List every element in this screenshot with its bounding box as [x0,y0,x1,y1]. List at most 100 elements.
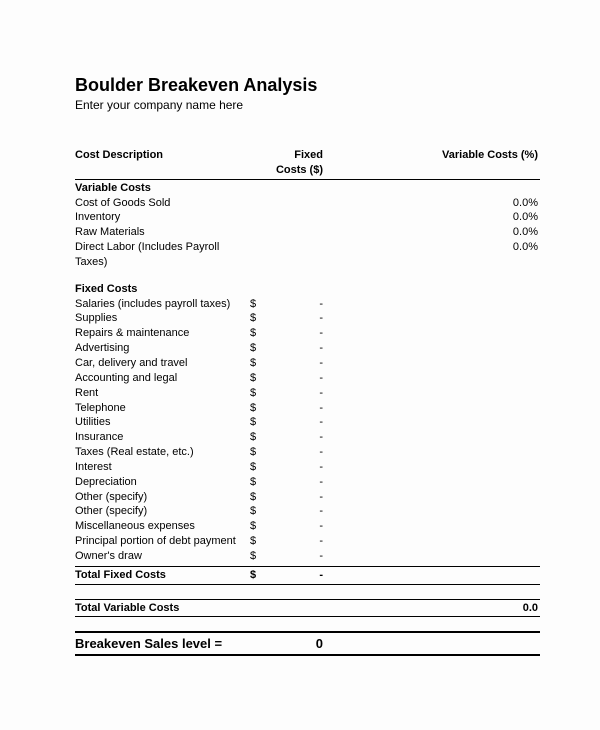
fixed-item-label: Repairs & maintenance [75,326,250,341]
fixed-cost-row: Principal portion of debt payment$- [75,534,540,549]
fixed-item-symbol: $ [250,356,268,371]
total-fixed-label: Total Fixed Costs [75,568,250,583]
fixed-cost-row: Insurance$- [75,430,540,445]
fixed-item-value: - [268,401,323,416]
fixed-cost-row: Miscellaneous expenses$- [75,519,540,534]
fixed-cost-row: Repairs & maintenance$- [75,326,540,341]
variable-item-pct: 0.0% [323,196,540,211]
variable-item-label: Direct Labor (Includes Payroll Taxes) [75,240,250,270]
fixed-item-value: - [268,415,323,430]
fixed-item-value: - [268,445,323,460]
fixed-costs-section-label: Fixed Costs [75,282,540,297]
header-description: Cost Description [75,148,250,163]
fixed-item-symbol: $ [250,460,268,475]
fixed-cost-row: Other (specify)$- [75,490,540,505]
fixed-cost-row: Utilities$- [75,415,540,430]
fixed-item-label: Other (specify) [75,504,250,519]
variable-item-pct: 0.0% [323,210,540,225]
fixed-item-value: - [268,356,323,371]
fixed-item-symbol: $ [250,519,268,534]
fixed-item-symbol: $ [250,475,268,490]
fixed-item-value: - [268,490,323,505]
fixed-item-symbol: $ [250,504,268,519]
fixed-item-symbol: $ [250,371,268,386]
variable-cost-row: Cost of Goods Sold 0.0% [75,196,540,211]
variable-cost-row: Inventory 0.0% [75,210,540,225]
variable-item-label: Inventory [75,210,250,225]
fixed-item-label: Telephone [75,401,250,416]
fixed-item-symbol: $ [250,549,268,564]
fixed-item-value: - [268,460,323,475]
variable-item-pct: 0.0% [323,225,540,240]
fixed-item-symbol: $ [250,297,268,312]
fixed-item-value: - [268,341,323,356]
fixed-item-value: - [268,430,323,445]
fixed-item-label: Car, delivery and travel [75,356,250,371]
total-variable-label: Total Variable Costs [75,601,250,616]
total-fixed-costs-row: Total Fixed Costs $ - [75,566,540,585]
breakeven-value: 0 [275,636,323,651]
variable-cost-row: Raw Materials 0.0% [75,225,540,240]
fixed-item-label: Supplies [75,311,250,326]
fixed-cost-row: Owner's draw$- [75,549,540,564]
fixed-item-symbol: $ [250,401,268,416]
fixed-item-label: Utilities [75,415,250,430]
fixed-item-label: Depreciation [75,475,250,490]
fixed-item-label: Principal portion of debt payment [75,534,250,549]
fixed-cost-row: Accounting and legal$- [75,371,540,386]
fixed-cost-row: Interest$- [75,460,540,475]
fixed-item-label: Rent [75,386,250,401]
fixed-item-value: - [268,326,323,341]
fixed-item-value: - [268,519,323,534]
fixed-item-label: Owner's draw [75,549,250,564]
header-variable-costs: Variable Costs (%) [323,148,540,163]
fixed-item-label: Salaries (includes payroll taxes) [75,297,250,312]
total-variable-value: 0.0 [323,601,540,616]
table-header-row: Cost Description Fixed Costs ($) Variabl… [75,148,540,180]
variable-item-pct: 0.0% [323,240,540,255]
fixed-item-symbol: $ [250,534,268,549]
company-name-placeholder: Enter your company name here [75,98,540,112]
fixed-cost-row: Salaries (includes payroll taxes)$- [75,297,540,312]
fixed-item-symbol: $ [250,311,268,326]
fixed-cost-row: Car, delivery and travel$- [75,356,540,371]
fixed-item-symbol: $ [250,386,268,401]
fixed-item-symbol: $ [250,490,268,505]
fixed-item-value: - [268,475,323,490]
header-fixed-costs: Fixed Costs ($) [268,148,323,178]
fixed-cost-row: Other (specify)$- [75,504,540,519]
fixed-item-symbol: $ [250,341,268,356]
variable-item-label: Raw Materials [75,225,250,240]
fixed-item-label: Other (specify) [75,490,250,505]
total-variable-costs-row: Total Variable Costs 0.0 [75,599,540,618]
page-title: Boulder Breakeven Analysis [75,75,540,96]
fixed-item-value: - [268,386,323,401]
variable-costs-section-label: Variable Costs [75,181,540,196]
variable-cost-row: Direct Labor (Includes Payroll Taxes) 0.0… [75,240,540,270]
fixed-cost-row: Rent$- [75,386,540,401]
fixed-item-symbol: $ [250,430,268,445]
fixed-item-label: Miscellaneous expenses [75,519,250,534]
fixed-item-value: - [268,549,323,564]
fixed-cost-row: Telephone$- [75,401,540,416]
fixed-item-symbol: $ [250,415,268,430]
total-fixed-symbol: $ [250,568,268,583]
section-label-text: Fixed Costs [75,282,250,297]
total-fixed-value: - [268,568,323,583]
section-label-text: Variable Costs [75,181,250,196]
fixed-cost-row: Depreciation$- [75,475,540,490]
fixed-item-symbol: $ [250,326,268,341]
fixed-item-label: Advertising [75,341,250,356]
fixed-item-value: - [268,311,323,326]
fixed-item-value: - [268,297,323,312]
variable-item-label: Cost of Goods Sold [75,196,250,211]
breakeven-sales-row: Breakeven Sales level = 0 [75,631,540,656]
fixed-item-label: Interest [75,460,250,475]
fixed-cost-row: Supplies$- [75,311,540,326]
fixed-item-value: - [268,534,323,549]
fixed-item-value: - [268,371,323,386]
breakeven-table: Cost Description Fixed Costs ($) Variabl… [75,148,540,656]
fixed-item-label: Insurance [75,430,250,445]
fixed-cost-row: Taxes (Real estate, etc.)$- [75,445,540,460]
fixed-cost-row: Advertising$- [75,341,540,356]
